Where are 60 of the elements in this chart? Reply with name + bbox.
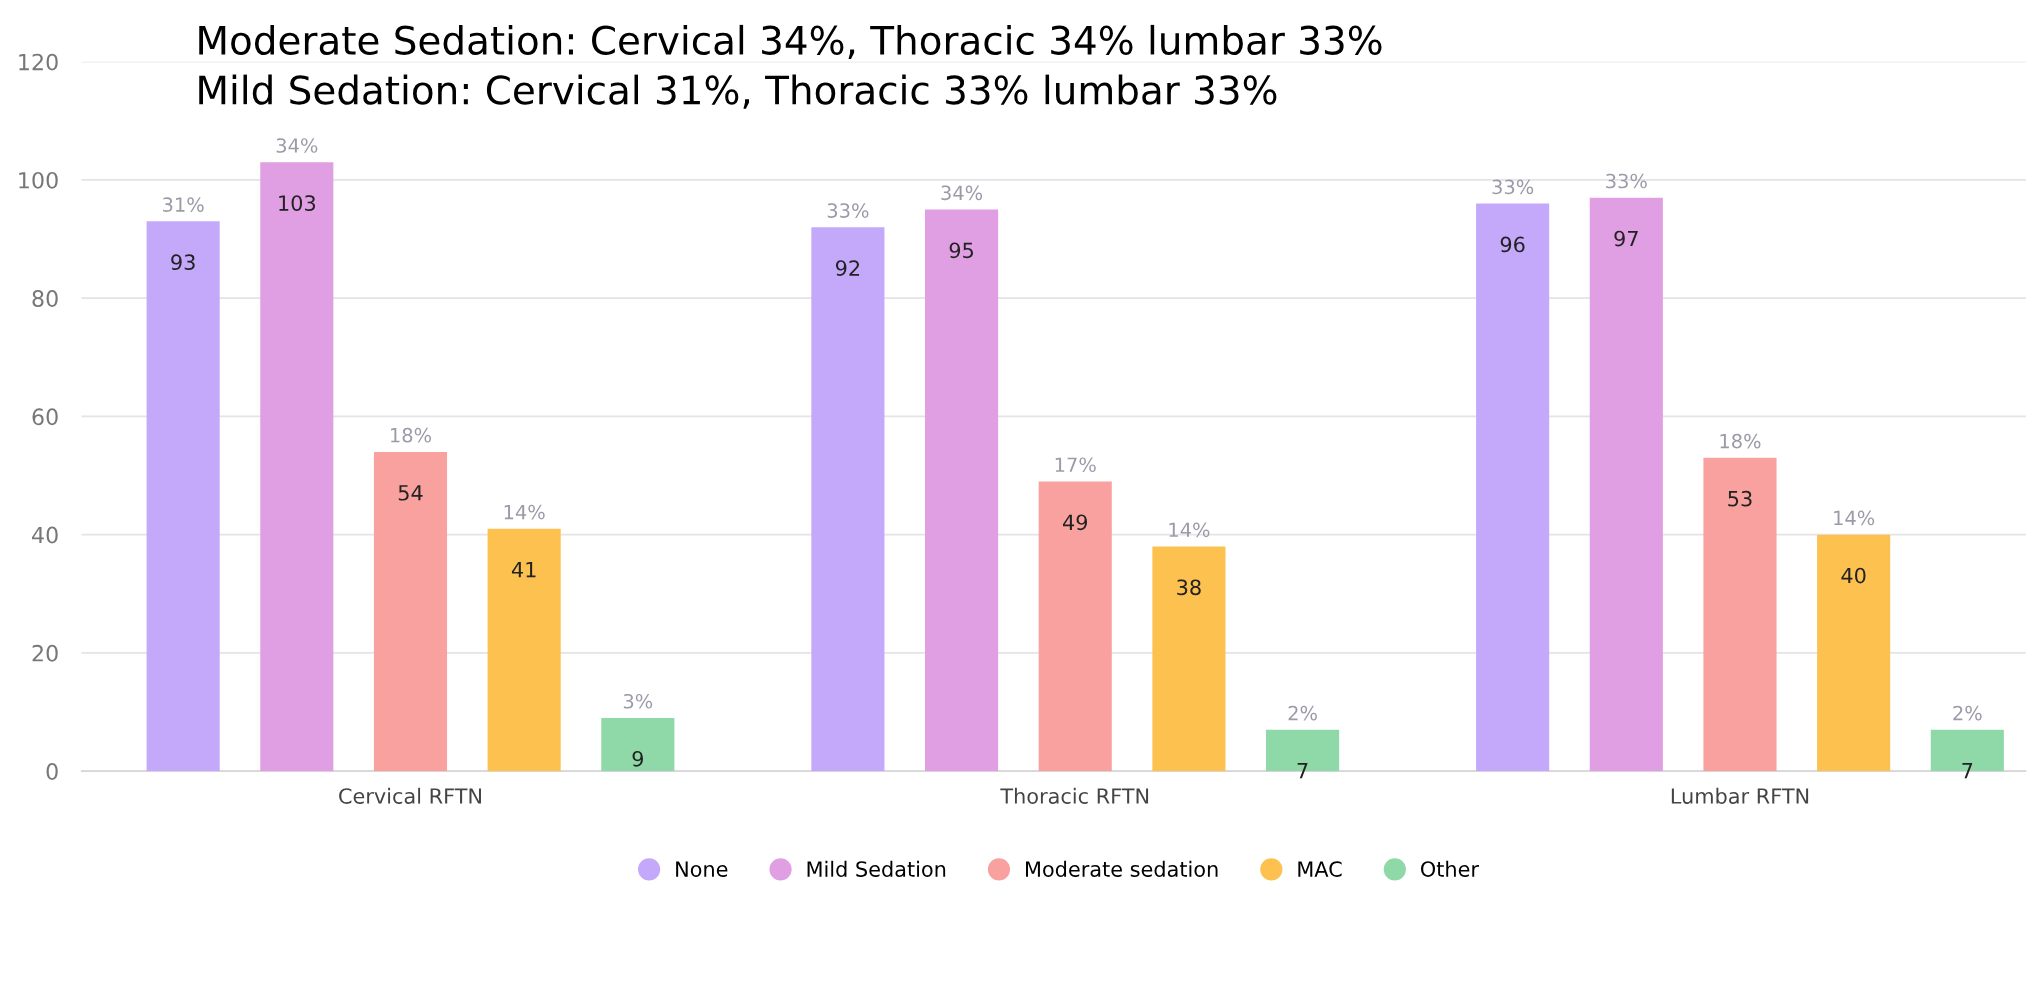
legend-label: Other — [1421, 860, 1479, 877]
annotation: 3% — [623, 693, 653, 709]
y-tick-label: 20 — [32, 644, 58, 662]
annotation: 2% — [1953, 705, 1982, 721]
data-label: 95 — [949, 242, 973, 259]
y-tick-label: 100 — [19, 171, 58, 189]
bar — [260, 162, 334, 772]
bar — [1703, 457, 1777, 772]
annotation: 14% — [1834, 510, 1875, 526]
y-tick-label: 0 — [46, 763, 58, 780]
bar — [1589, 197, 1663, 772]
legend-label: Mild Sedation — [807, 860, 946, 877]
data-label: 103 — [279, 195, 316, 211]
data-label: 96 — [1500, 236, 1525, 253]
annotation: 14% — [1169, 522, 1210, 538]
annotation: 31% — [163, 197, 204, 212]
annotation: 33% — [1606, 173, 1647, 189]
data-label: 40 — [1841, 567, 1866, 584]
x-tick-label: Thoracic RFTN — [1000, 787, 1149, 804]
bar — [601, 717, 675, 772]
data-label: 54 — [398, 485, 423, 501]
data-label: 7 — [1297, 763, 1308, 779]
y-tick-label: 80 — [32, 290, 58, 307]
y-tick-label: 40 — [32, 526, 58, 544]
annotation: 33% — [1492, 179, 1534, 195]
annotation: 17% — [1055, 457, 1096, 473]
annotation: 2% — [1288, 705, 1317, 721]
bar — [1476, 203, 1550, 772]
annotation: 33% — [827, 203, 869, 218]
data-label: 41 — [511, 561, 536, 578]
annotation: 34% — [276, 138, 318, 153]
data-label: 9 — [632, 750, 643, 767]
bar — [925, 209, 999, 772]
bar — [146, 221, 220, 772]
data-label: 7 — [1962, 763, 1973, 779]
bar — [1152, 546, 1226, 772]
bar — [811, 227, 885, 772]
data-label: 92 — [835, 260, 860, 276]
bar — [373, 451, 448, 772]
legend-label: None — [676, 861, 728, 877]
data-label: 53 — [1728, 490, 1752, 507]
bar — [487, 528, 561, 772]
legend-label: MAC — [1298, 861, 1342, 877]
y-tick-label: 120 — [19, 53, 58, 71]
annotation: 14% — [504, 504, 545, 520]
bar — [1038, 481, 1112, 772]
annotation: Mild Sedation: Cervical 31%, Thoracic 33% lumbar 33% — [199, 74, 1277, 109]
x-tick-label: Cervical RFTN — [339, 787, 481, 804]
annotation: 34% — [941, 185, 983, 201]
data-label: 49 — [1063, 514, 1088, 531]
x-tick-label: Lumbar RFTN — [1671, 787, 1809, 804]
data-label: 38 — [1177, 579, 1201, 596]
annotation: 18% — [1720, 433, 1761, 449]
y-tick-label: 60 — [32, 408, 58, 426]
text: Moderate Sedation: Cervical 34%, Thoracic 34% lumbar 33% — [199, 24, 1382, 59]
bar — [1817, 534, 1891, 772]
annotation: 18% — [391, 427, 432, 443]
legend-label: Moderate sedation — [1026, 860, 1218, 877]
data-label: 93 — [171, 254, 195, 271]
data-label: 97 — [1614, 230, 1638, 247]
